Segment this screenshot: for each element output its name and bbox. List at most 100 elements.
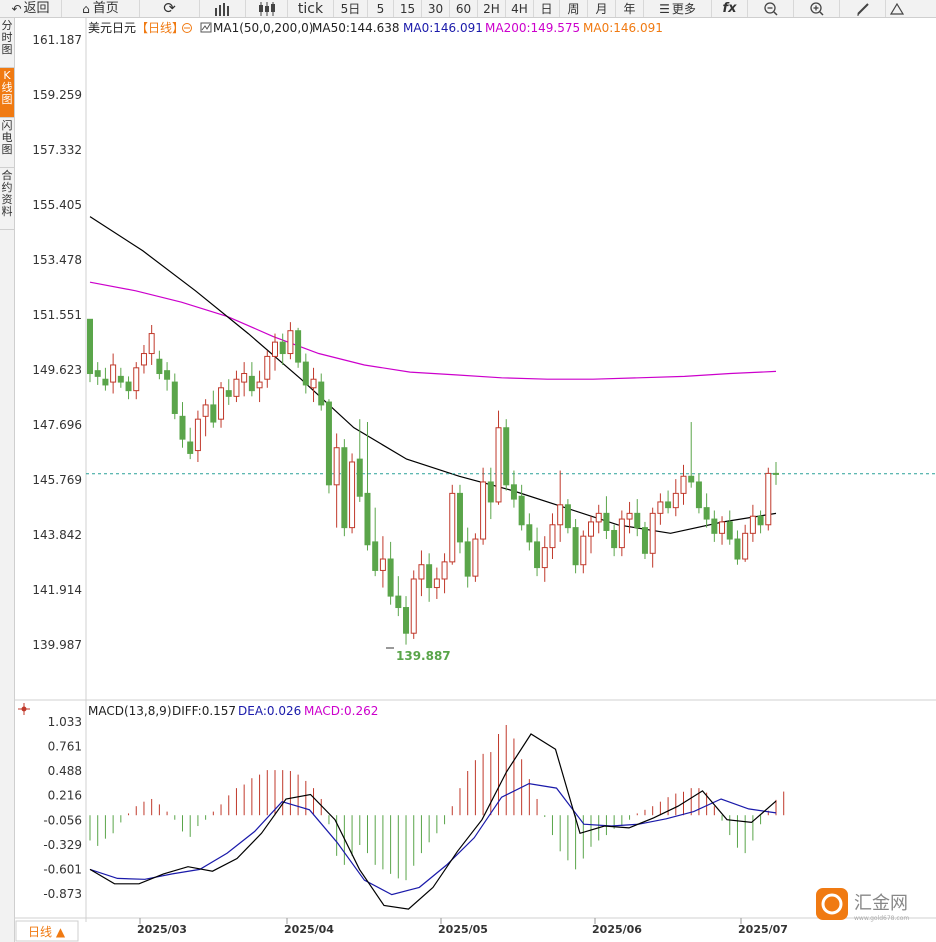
ma200-value: MA200:149.575 xyxy=(485,21,580,35)
candle-body xyxy=(140,353,147,366)
refresh-button[interactable]: ⟳ xyxy=(140,0,200,17)
period-tag: 【日线】 xyxy=(136,21,184,35)
period-15-button[interactable]: 15 xyxy=(394,0,422,17)
candle-body xyxy=(688,475,695,483)
period-month-button[interactable]: 月 xyxy=(588,0,616,17)
candle-body xyxy=(534,541,541,569)
sidebar-item-label: 合约资料 xyxy=(1,169,13,218)
sidebar-item-contract-info[interactable]: 合约资料 xyxy=(0,168,14,230)
candle-body xyxy=(472,538,479,577)
period-tab[interactable]: 日线 ▲ xyxy=(28,925,66,939)
period-year-button[interactable]: 年 xyxy=(616,0,644,17)
ma200-path xyxy=(89,281,777,380)
candle-body xyxy=(287,330,294,355)
candle-body xyxy=(125,381,132,392)
period-60-button[interactable]: 60 xyxy=(450,0,478,17)
macd-diff-line xyxy=(89,733,777,910)
symbol-name: 美元日元 xyxy=(88,21,136,35)
settings-icon[interactable] xyxy=(182,23,192,33)
period-5day-button[interactable]: 5日 xyxy=(334,0,368,17)
candle-body xyxy=(441,561,448,580)
candle-body xyxy=(480,481,487,540)
home-label: 首页 xyxy=(92,1,119,16)
logo-icon-ring xyxy=(821,893,843,915)
candle-body xyxy=(117,375,124,383)
sidebar-item-label: 闪电图 xyxy=(1,119,13,156)
candle-body xyxy=(564,504,571,529)
indicator-icon[interactable] xyxy=(200,22,212,33)
back-label: 返回 xyxy=(23,1,50,16)
candle-body xyxy=(742,532,749,560)
collapse-button[interactable] xyxy=(886,0,908,17)
zoom-out-button[interactable] xyxy=(748,0,794,17)
candle-body xyxy=(271,341,278,357)
candle-body xyxy=(318,381,325,406)
bar-chart-icon xyxy=(214,2,229,16)
indicator-icon-line xyxy=(201,23,211,31)
formula-button[interactable]: fx xyxy=(712,0,748,17)
period-2h-button[interactable]: 2H xyxy=(478,0,506,17)
pencil-icon xyxy=(856,2,869,15)
chart-type-button[interactable] xyxy=(200,0,246,17)
macd-settings-icon[interactable] xyxy=(18,703,30,715)
period-week-button[interactable]: 周 xyxy=(560,0,588,17)
candle-body xyxy=(171,381,178,414)
date-tick-label: 2025/05 xyxy=(438,923,488,936)
candle-body xyxy=(618,518,625,549)
candle-body xyxy=(456,492,463,543)
period-tab-bg[interactable] xyxy=(15,920,79,942)
date-tick-label: 2025/06 xyxy=(592,923,642,936)
candle-body xyxy=(349,461,356,529)
date-tick-label: 2025/03 xyxy=(137,923,187,936)
chart-area[interactable]: 美元日元 【日线】 MA1(50,0,200,0) MA50:144.638 M… xyxy=(14,18,936,942)
candle-body xyxy=(356,458,363,497)
candle-body xyxy=(156,358,163,375)
macd-name: MACD(13,8,9) xyxy=(88,704,172,718)
period-4h-button[interactable]: 4H xyxy=(506,0,534,17)
ma50-line xyxy=(89,216,777,534)
sidebar-item-flash-chart[interactable]: 闪电图 xyxy=(0,118,14,168)
candle-body xyxy=(510,484,517,500)
date-tick-label: 2025/04 xyxy=(284,923,334,936)
candle-body xyxy=(595,512,602,523)
candle-body xyxy=(626,512,633,520)
price-tick-label: 153.478 xyxy=(32,253,82,267)
macd-tick-label: 0.488 xyxy=(48,764,82,778)
draw-button[interactable] xyxy=(840,0,886,17)
top-toolbar: ↶ 返回 ⌂ 首页 ⟳ tick 5日 5 15 30 60 2H 4H 日 周… xyxy=(0,0,936,18)
more-button[interactable]: ☰ 更多 xyxy=(644,0,712,17)
candle-body xyxy=(264,355,271,380)
period-5-button[interactable]: 5 xyxy=(368,0,394,17)
price-tick-label: 141.914 xyxy=(32,583,82,597)
watermark-logo: 汇金网 www.gold678.com xyxy=(812,884,924,924)
triangle-up-icon xyxy=(890,2,904,15)
candle-body xyxy=(734,538,741,560)
period-30-button[interactable]: 30 xyxy=(422,0,450,17)
candle-body xyxy=(233,378,240,397)
candle-body xyxy=(757,515,764,526)
candle-body xyxy=(418,564,425,580)
tick-button[interactable]: tick xyxy=(288,0,334,17)
candle-body xyxy=(110,364,117,383)
macd-diff: DIFF:0.157 xyxy=(172,704,236,718)
price-tick-label: 157.332 xyxy=(32,143,82,157)
sidebar-item-timeshare[interactable]: 分时图 xyxy=(0,18,14,68)
watermark-url: www.gold678.com xyxy=(854,915,909,922)
ma50-path xyxy=(89,216,777,534)
macd-tick-label: -0.329 xyxy=(43,838,82,852)
zoom-in-button[interactable] xyxy=(794,0,840,17)
candle-body xyxy=(464,541,471,577)
candlestick-button[interactable] xyxy=(246,0,288,17)
back-button[interactable]: ↶ 返回 xyxy=(0,0,62,17)
macd-tick-label: 0.761 xyxy=(48,740,82,754)
candle-body xyxy=(302,361,309,386)
candle-body xyxy=(164,370,171,380)
candle-body xyxy=(649,512,656,554)
watermark-brand: 汇金网 xyxy=(854,893,908,914)
period-day-button[interactable]: 日 xyxy=(534,0,560,17)
home-button[interactable]: ⌂ 首页 xyxy=(62,0,140,17)
macd-value: MACD:0.262 xyxy=(304,704,378,718)
candle-body xyxy=(364,492,371,546)
